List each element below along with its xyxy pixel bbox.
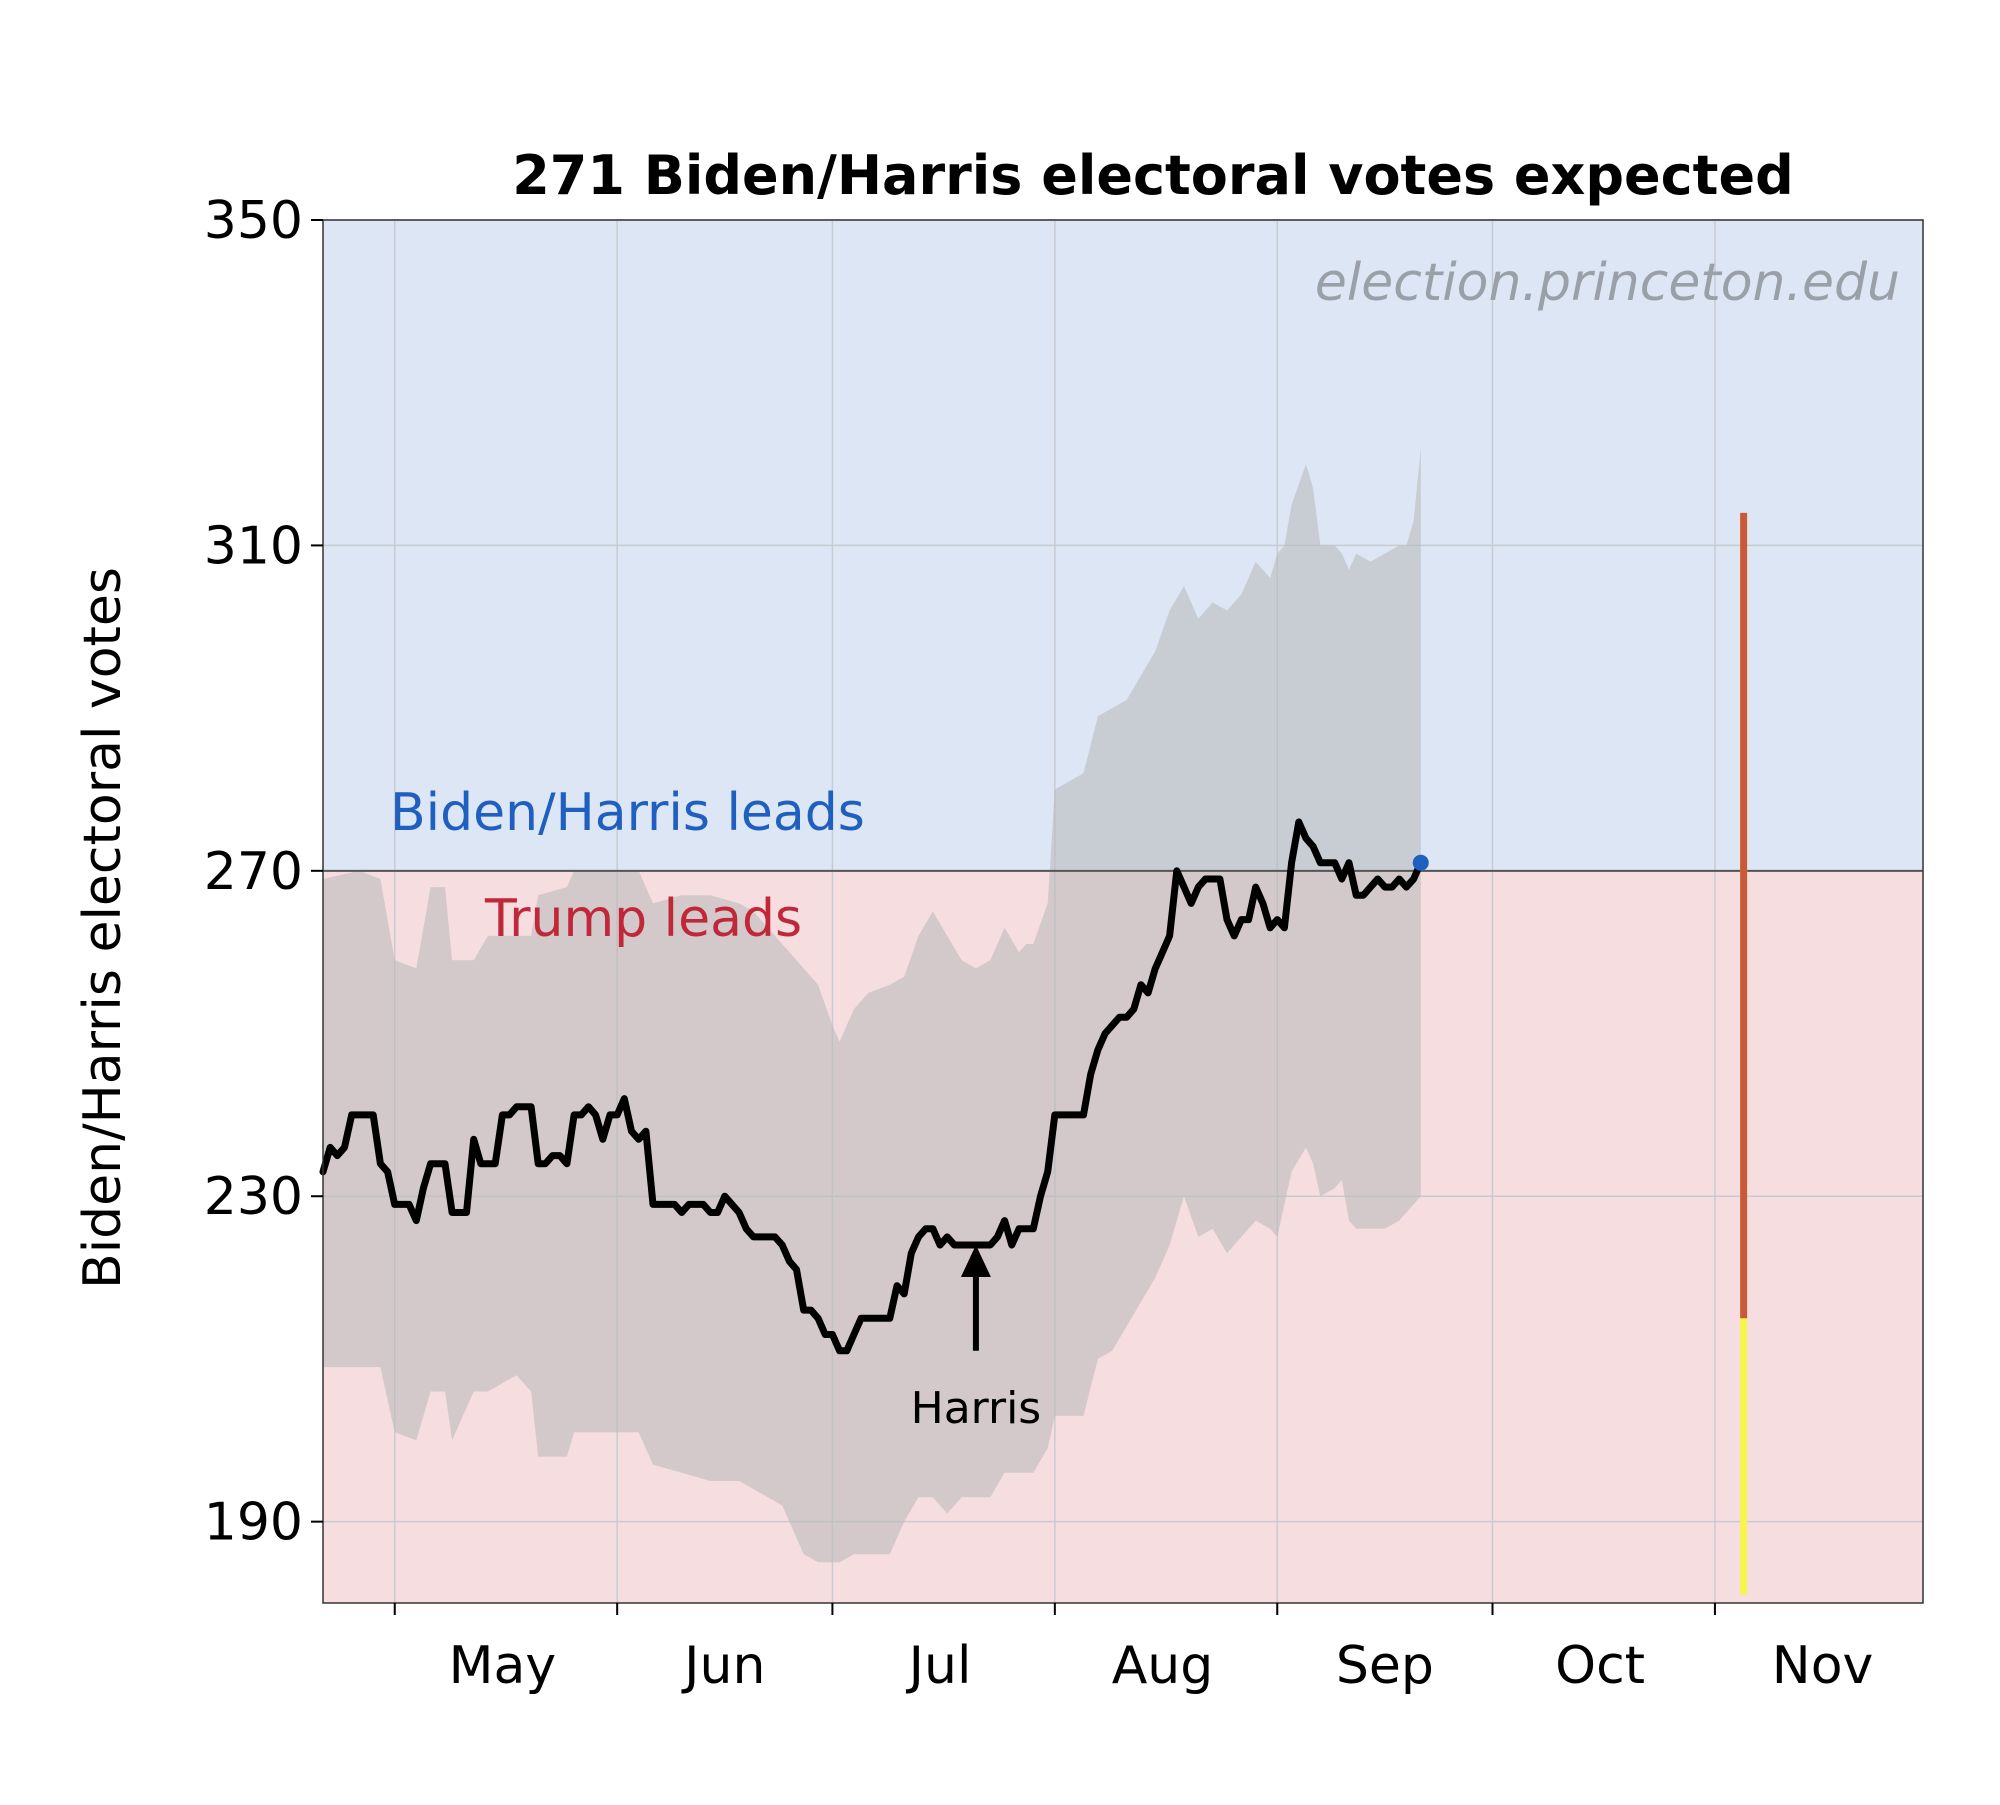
dem-lead-label: Biden/Harris leads <box>390 783 865 843</box>
plot-border <box>322 219 1924 1604</box>
axes: 190 230 270 310 350 May Jun Jul Aug Sep Oct Nov <box>204 191 1874 1696</box>
uncertainty-band <box>323 447 1421 1563</box>
x-tick-label: Jul <box>906 1636 972 1696</box>
chart-title: 271 Biden/Harris electoral votes expecte… <box>512 144 1794 207</box>
watermark: election.princeton.edu <box>1315 253 1900 313</box>
uncertainty-band-layer <box>323 447 1421 1563</box>
y-tick-label: 190 <box>204 1493 303 1553</box>
y-tick-label: 270 <box>204 842 303 902</box>
x-tick-label: Oct <box>1555 1636 1645 1696</box>
plot-frame <box>322 219 1924 1604</box>
x-tick-label: Sep <box>1336 1636 1434 1696</box>
x-tick-label: Nov <box>1772 1636 1874 1696</box>
rep-lead-label: Trump leads <box>484 889 802 949</box>
y-tick-label: 310 <box>204 516 303 576</box>
annotation-label: Harris <box>911 1383 1042 1434</box>
annotation-arrow-head <box>960 1245 991 1278</box>
current-value-marker <box>1412 854 1429 871</box>
median-line-layer <box>319 818 1429 1355</box>
y-tick-label: 350 <box>204 191 303 251</box>
annotations: Harris <box>911 1245 1042 1434</box>
x-tick-label: Jun <box>681 1636 765 1696</box>
x-tick-label: Aug <box>1112 1636 1214 1696</box>
median-ev-line <box>319 818 1425 1355</box>
chart-text: 271 Biden/Harris electoral votes expecte… <box>73 144 1900 1289</box>
y-tick-label: 230 <box>204 1167 303 1227</box>
y-axis-label: Biden/Harris electoral votes <box>73 567 133 1289</box>
x-tick-label: May <box>449 1636 557 1696</box>
